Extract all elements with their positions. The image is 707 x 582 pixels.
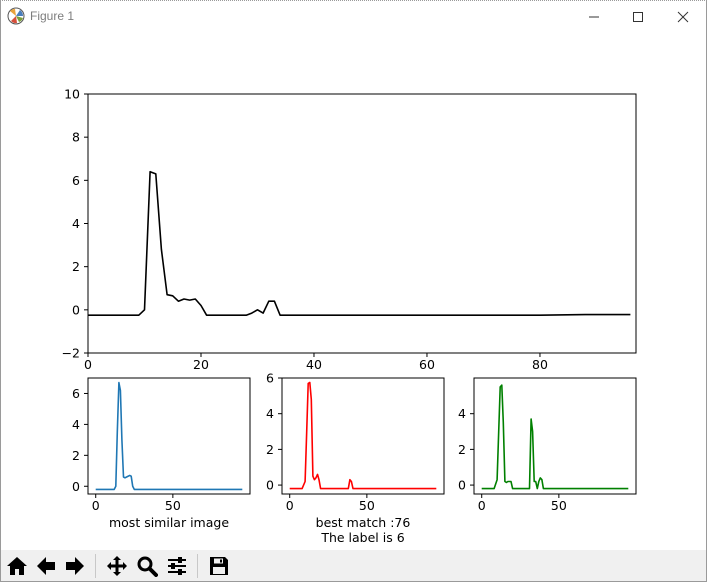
subplot-2: 0 50 0 2 4 6 most similar image [72,377,251,530]
x-tick-label: 0 [286,498,294,513]
series-line [88,170,631,317]
y-tick-label: 4 [458,406,466,421]
axes-frame [87,93,637,354]
y-tick-label: 2 [458,442,466,457]
series-line [95,381,243,491]
x-tick-label: 50 [359,498,375,513]
x-axis-label: most similar image [109,515,229,530]
x-tick-label: 40 [306,357,322,372]
close-button[interactable] [660,1,706,32]
navigation-toolbar [1,550,706,581]
minimize-button[interactable] [571,1,617,32]
y-tick-label: 0 [458,478,466,493]
toolbar-separator [197,554,198,578]
matplotlib-icon [7,7,25,25]
floppy-disk-icon [210,557,228,575]
pan-button[interactable] [105,554,129,578]
home-button[interactable] [5,554,29,578]
x-axis-label-secondary: The label is 6 [320,530,404,545]
toolbar-separator [95,554,96,578]
x-tick-label: 20 [193,357,209,372]
axes-frame [281,377,445,495]
axes-frame [87,377,251,495]
title-bar[interactable]: Figure 1 [1,1,706,32]
x-tick-label: 50 [165,498,181,513]
maximize-icon [633,11,643,22]
minimize-icon [589,16,599,17]
magnifier-icon [137,556,158,577]
y-tick-label: 0 [72,479,80,494]
arrow-left-icon [37,557,55,575]
back-button[interactable] [34,554,58,578]
y-tick-label: 2 [72,259,80,274]
y-tick-label: 0 [72,302,80,317]
x-axis-label: best match :76 [316,515,411,530]
y-tick-label: 0 [266,478,274,493]
save-button[interactable] [207,554,231,578]
y-tick-label: 6 [72,386,80,401]
y-tick-label: 8 [72,130,80,145]
y-tick-label: 4 [72,417,80,432]
y-tick-label: 10 [64,87,80,102]
x-tick-label: 60 [419,357,435,372]
home-icon [7,557,27,575]
y-tick-label: −2 [62,346,80,361]
y-tick-label: 2 [266,442,274,457]
series-line [289,381,437,490]
x-tick-label: 0 [84,357,92,372]
close-icon [677,11,689,22]
x-tick-label: 0 [92,498,100,513]
arrow-right-icon [66,557,84,575]
zoom-button[interactable] [135,554,159,578]
move-arrows-icon [107,556,127,576]
y-tick-label: 6 [266,371,274,386]
figure-canvas[interactable]: 0 20 40 60 80 −2 0 2 4 6 8 10 0 50 0 2 4 6 most similar im… [1,32,706,550]
y-tick-label: 2 [72,448,80,463]
subplot-4: 0 50 0 2 4 [458,377,637,513]
window-title: Figure 1 [30,9,75,23]
configure-subplots-button[interactable] [165,554,189,578]
series-line [481,384,629,490]
y-tick-label: 4 [266,406,274,421]
forward-button[interactable] [63,554,87,578]
maximize-button[interactable] [615,1,661,32]
x-tick-label: 50 [551,498,567,513]
y-tick-label: 4 [72,216,80,231]
x-tick-label: 80 [532,357,548,372]
subplot-1: 0 20 40 60 80 −2 0 2 4 6 8 10 [62,87,637,372]
axes-frame [473,377,637,495]
y-tick-label: 6 [72,173,80,188]
x-tick-label: 0 [478,498,486,513]
sliders-icon [168,557,186,575]
